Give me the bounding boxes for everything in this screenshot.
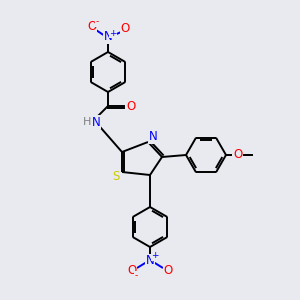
Text: -: - [134,272,138,280]
Text: O: O [233,148,243,161]
Text: O: O [120,22,130,35]
Text: N: N [146,254,154,268]
Text: N: N [148,130,158,143]
Text: O: O [164,265,172,278]
Text: S: S [112,169,120,182]
Text: -: - [95,17,99,26]
Text: N: N [92,116,100,128]
Text: N: N [103,31,112,44]
Text: +: + [151,251,159,260]
Text: O: O [87,20,97,32]
Text: O: O [126,100,136,112]
Text: O: O [128,265,136,278]
Text: H: H [83,117,91,127]
Text: +: + [109,28,117,38]
